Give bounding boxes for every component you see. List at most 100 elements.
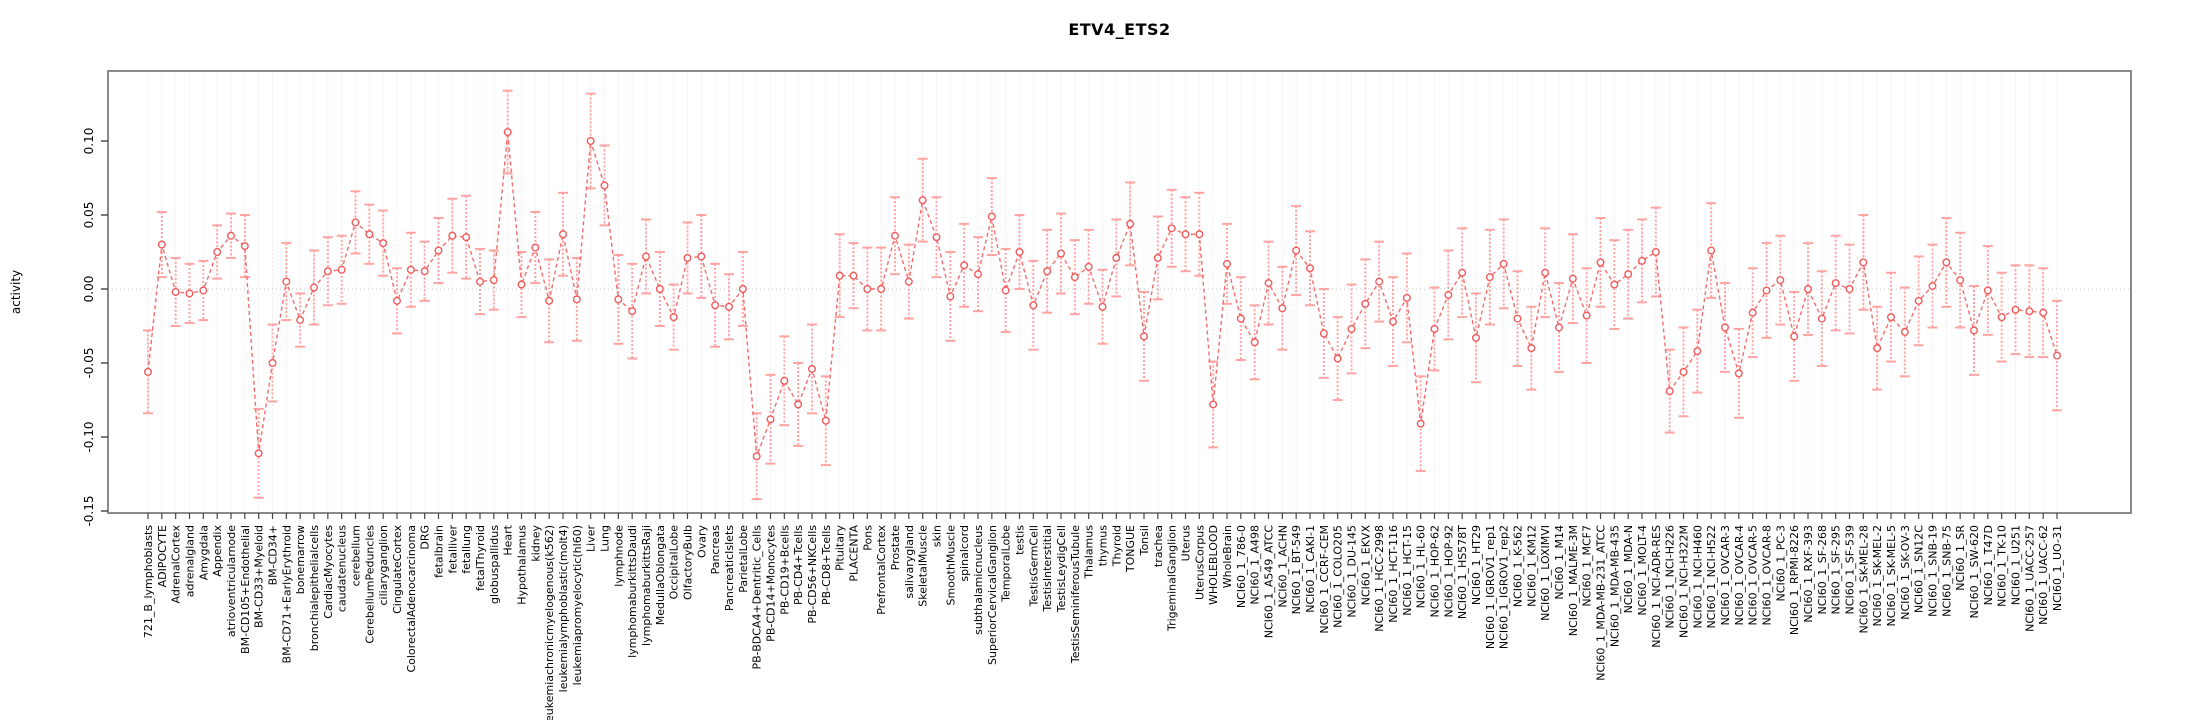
x-tick-label: NCI60_1_UO-31	[2051, 525, 2064, 611]
x-tick-label: NCI60_1_IGROV1_rep2	[1498, 525, 1511, 649]
x-tick-label: NCI60_1_NCI-H460	[1691, 525, 1704, 629]
data-point	[1153, 253, 1162, 262]
x-tick-label: TestisInterstitial	[1041, 525, 1054, 613]
data-point	[1776, 276, 1785, 285]
x-tick-label: NCI60_1_UACC-62	[2037, 525, 2050, 625]
data-point	[1624, 270, 1633, 279]
data-point	[904, 277, 913, 286]
x-tick-label: lymphomaburkittsDaudi	[626, 525, 639, 658]
x-tick-label: Pons	[861, 525, 874, 551]
data-point	[697, 252, 706, 261]
data-point	[1056, 249, 1065, 258]
x-tick-label: salivarygland	[903, 525, 916, 599]
x-tick-label: NCI60_1_M14	[1553, 525, 1566, 600]
x-tick-label: WHOLEBLOOD	[1207, 525, 1220, 605]
x-tick-label: fetalThyroid	[474, 525, 487, 591]
data-point	[1596, 258, 1605, 267]
data-point	[642, 252, 651, 261]
x-tick-label: Prostate	[889, 525, 902, 571]
data-point	[1734, 369, 1743, 378]
x-tick-label: lymphnode	[612, 525, 625, 587]
data-point	[1568, 274, 1577, 283]
data-point	[2011, 305, 2020, 314]
data-point	[1983, 286, 1992, 295]
x-tick-label: NCI60_1_MDA-MB-231_ATCC	[1595, 525, 1608, 681]
x-tick-label: NCI60_1_SF-539	[1844, 525, 1857, 614]
x-tick-label: PB-CD14+Monocytes	[765, 525, 778, 642]
data-point	[171, 287, 180, 296]
x-tick-label: TestisSeminiferousTubule	[1069, 525, 1082, 664]
x-tick-label: bonemarrow	[294, 525, 307, 594]
data-point	[351, 218, 360, 227]
data-point	[1181, 230, 1190, 239]
x-tick-label: NCI60_1_OVCAR-3	[1719, 525, 1732, 626]
x-tick-label: UterusCorpus	[1193, 525, 1206, 600]
x-tick-label: NCI60_1_NCI-H322M	[1678, 525, 1691, 638]
data-point	[1278, 304, 1287, 313]
data-point	[545, 296, 554, 305]
data-point	[877, 285, 886, 294]
data-point	[1126, 219, 1135, 228]
x-tick-label: Hypothalamus	[516, 525, 529, 605]
x-tick-label: trachea	[1152, 525, 1165, 567]
data-point	[1195, 230, 1204, 239]
x-tick-label: ciliaryganglion	[377, 525, 390, 606]
x-tick-label: NCI60_1_786-0	[1235, 525, 1248, 608]
x-tick-label: NCI60_1_COLO205	[1332, 525, 1345, 628]
x-tick-label: SmoothMuscle	[944, 525, 957, 606]
data-point	[1070, 273, 1079, 282]
data-point	[406, 265, 415, 274]
y-tick-label: 0.00	[82, 276, 96, 303]
data-point	[434, 246, 443, 255]
data-point	[1292, 246, 1301, 255]
x-tick-label: NCI60_1_HCT-15	[1401, 525, 1414, 616]
data-point	[683, 253, 692, 262]
x-tick-label: adrenalgland	[184, 525, 197, 597]
data-point	[1029, 301, 1038, 310]
data-point	[1720, 323, 1729, 332]
x-tick-label: cerebellum	[350, 525, 363, 586]
data-point	[1831, 279, 1840, 288]
y-tick-label: 0.10	[82, 128, 96, 155]
x-tick-label: Uterus	[1180, 525, 1193, 562]
x-tick-label: fetalliver	[446, 525, 459, 574]
data-point	[669, 313, 678, 322]
x-tick-label: skin	[931, 525, 944, 547]
data-point	[1582, 311, 1591, 320]
data-point	[323, 267, 332, 276]
x-tick-label: AdrenalCortex	[170, 525, 183, 604]
data-point	[2052, 351, 2061, 360]
data-point	[808, 364, 817, 373]
data-point	[1430, 324, 1439, 333]
data-point	[794, 400, 803, 409]
x-tick-label: Pituitary	[834, 525, 847, 571]
data-point	[1637, 256, 1646, 265]
x-tick-label: NCI60_1_PC-3	[1774, 525, 1787, 601]
data-point	[1015, 247, 1024, 256]
x-tick-label: leukemiapromyelocytic(hl60)	[571, 525, 584, 685]
x-tick-label: NCI60_1_LOXIMVI	[1539, 525, 1552, 621]
data-point	[655, 285, 664, 294]
x-tick-label: SkeletalMuscle	[917, 525, 930, 607]
data-point	[974, 270, 983, 279]
x-tick-label: NCI60_1_HCT-116	[1387, 525, 1400, 623]
data-point	[240, 242, 249, 251]
x-tick-label: PB-CD4+Tcells	[792, 525, 805, 605]
x-tick-label: PB-CD56+NKCells	[806, 525, 819, 624]
data-point	[932, 233, 941, 242]
plot-box	[107, 70, 2132, 514]
x-tick-label: TestisGermCell	[1027, 525, 1040, 607]
x-tick-label: NCI60_1_OVCAR-4	[1733, 525, 1746, 626]
data-point	[600, 181, 609, 190]
data-point	[379, 239, 388, 248]
x-tick-label: NCI60_1_KM12	[1525, 525, 1538, 607]
data-point	[1845, 285, 1854, 294]
y-tick-label: -0.10	[82, 421, 96, 452]
data-point	[1665, 387, 1674, 396]
x-tick-label: NCI60_1_K-562	[1512, 525, 1525, 607]
data-point	[1319, 329, 1328, 338]
x-tick-label: NCI60_1_MOLT-4	[1636, 525, 1649, 616]
x-tick-label: NCI60_1_RXF-393	[1802, 525, 1815, 623]
x-tick-label: OlfactoryBulb	[682, 525, 695, 600]
data-point	[1209, 400, 1218, 409]
